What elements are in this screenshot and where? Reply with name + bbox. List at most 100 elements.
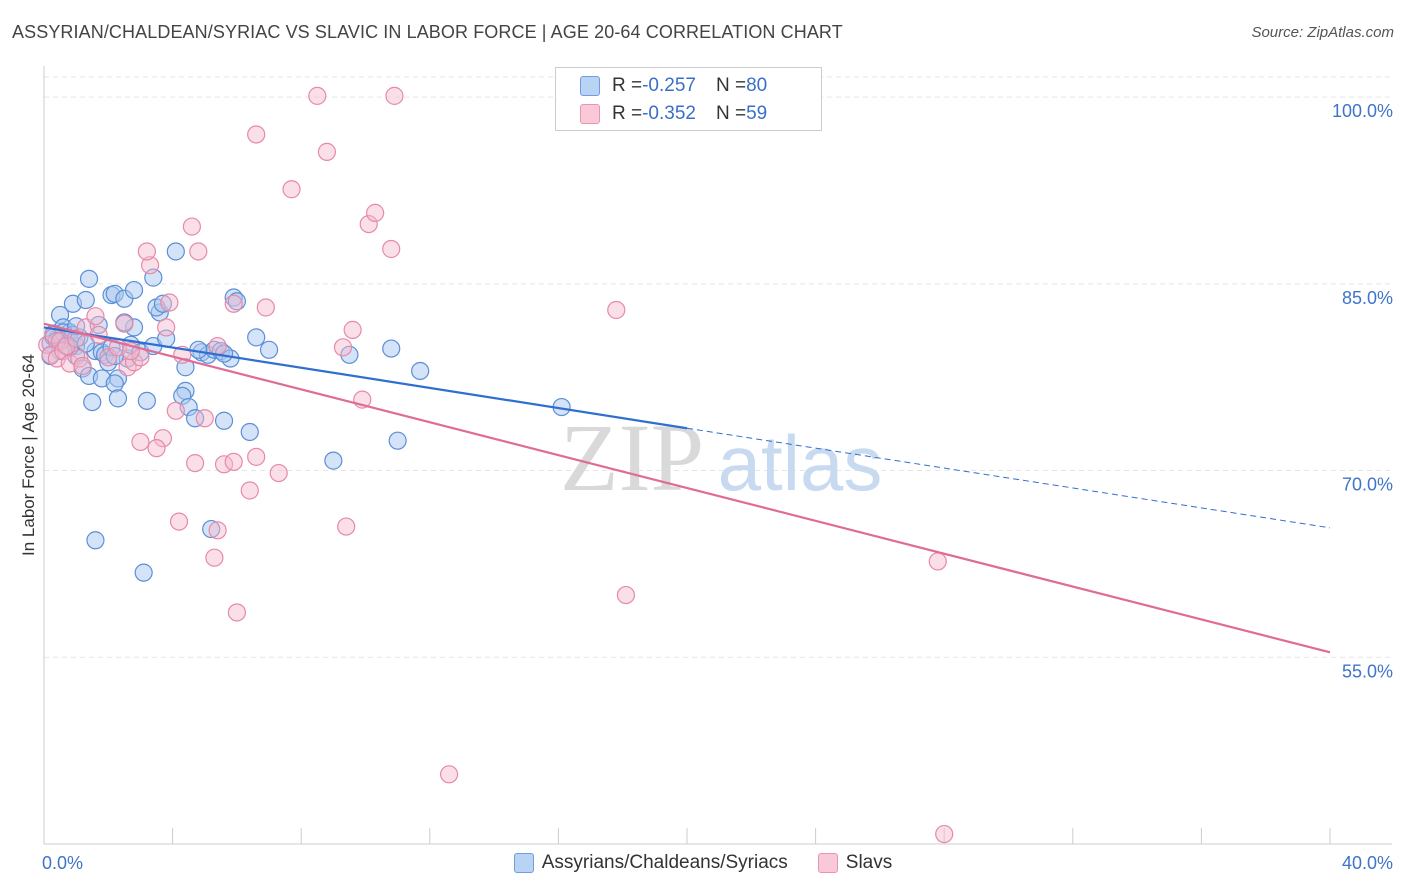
point-slavs: [382, 239, 401, 259]
source-label: Source: ZipAtlas.com: [1251, 24, 1394, 41]
y-tick-label: 70.0%: [1342, 475, 1393, 495]
trend-lines: [43, 322, 1331, 654]
trend-line-assyrians: [43, 326, 688, 430]
point-slavs: [137, 242, 156, 261]
point-slavs: [308, 86, 327, 105]
n-value-slavs: 59: [746, 103, 768, 124]
point-slavs: [131, 432, 150, 452]
point-slavs: [195, 409, 214, 428]
watermark-zip: ZIP: [560, 404, 704, 511]
point-slavs: [224, 452, 243, 471]
point-slavs: [240, 481, 259, 500]
stats-row-assyrians: R = -0.257 N = 80: [580, 75, 767, 97]
y-axis-label: In Labor Force | Age 20-64: [19, 354, 38, 556]
stats-row-slavs: R = -0.352 N = 59: [580, 103, 767, 125]
point-slavs: [208, 336, 227, 356]
r-label: R =: [612, 75, 643, 96]
point-slavs: [115, 314, 134, 333]
point-assyrians: [86, 531, 105, 550]
n-label: N =: [715, 75, 747, 96]
point-slavs: [269, 463, 288, 483]
series-assyrians-points: [41, 242, 571, 582]
legend-swatch-blue: [513, 853, 534, 873]
point-assyrians: [105, 374, 124, 393]
point-slavs: [208, 521, 227, 540]
axes: [43, 66, 1392, 845]
point-assyrians: [166, 242, 185, 261]
point-assyrians: [324, 451, 343, 470]
point-assyrians: [137, 391, 156, 410]
point-slavs: [227, 603, 246, 622]
point-assyrians: [214, 411, 234, 430]
n-value-assyrians: 80: [746, 75, 768, 96]
stats-legend: R = -0.257 N = 80 R = -0.352 N = 59: [555, 67, 822, 131]
point-slavs: [247, 125, 266, 144]
watermark-atlas: atlas: [718, 419, 883, 507]
point-assyrians: [108, 389, 128, 408]
point-assyrians: [83, 392, 102, 412]
legend-item-slavs[interactable]: Slavs: [817, 852, 893, 874]
series-slavs-points: [38, 86, 954, 844]
x-tick-label-min: 0.0%: [42, 853, 83, 873]
point-slavs: [282, 180, 301, 199]
y-tick-label: 55.0%: [1342, 661, 1393, 681]
point-slavs: [333, 338, 353, 357]
watermark: ZIP atlas: [560, 404, 882, 511]
point-slavs: [256, 298, 275, 317]
legend-item-assyrians[interactable]: Assyrians/Chaldeans/Syriacs: [513, 852, 788, 874]
point-slavs: [166, 401, 185, 420]
r-value-slavs: -0.352: [642, 103, 696, 124]
r-value-assyrians: -0.257: [642, 75, 696, 96]
point-slavs: [935, 824, 954, 844]
point-assyrians: [124, 280, 144, 300]
point-slavs: [186, 453, 205, 473]
point-assyrians: [259, 340, 279, 359]
x-tick-label-max: 40.0%: [1342, 853, 1393, 873]
point-slavs: [73, 356, 92, 376]
point-slavs: [928, 552, 947, 571]
legend-swatch-pink: [580, 104, 600, 124]
point-slavs: [57, 336, 76, 356]
grid-lines: [44, 76, 1392, 658]
point-assyrians: [411, 361, 430, 381]
point-slavs: [317, 142, 337, 161]
point-assyrians: [153, 294, 173, 313]
point-slavs: [359, 214, 378, 234]
axis-labels: 55.0% 70.0% 85.0% 100.0% 0.0% 40.0% In Labor F…: [19, 101, 1393, 873]
point-slavs: [189, 242, 208, 261]
point-slavs: [160, 293, 179, 312]
y-tick-label: 100.0%: [1332, 101, 1393, 121]
legend-label-slavs: Slavs: [845, 852, 893, 873]
r-label: R =: [612, 103, 643, 124]
point-slavs: [147, 439, 166, 458]
point-slavs: [439, 765, 459, 784]
point-slavs: [157, 318, 176, 337]
point-assyrians: [76, 290, 95, 310]
point-assyrians: [202, 519, 221, 539]
point-slavs: [607, 300, 626, 320]
point-slavs: [205, 548, 224, 567]
point-assyrians: [134, 563, 153, 582]
legend-swatch-blue: [580, 76, 600, 96]
point-slavs: [153, 429, 173, 448]
point-assyrians: [382, 339, 401, 358]
trend-line-assyrians-extension: [686, 427, 1331, 529]
legend-swatch-pink: [817, 853, 838, 873]
bottom-legend: Assyrians/Chaldeans/Syriacs Slavs: [0, 852, 1406, 874]
point-slavs: [86, 307, 105, 326]
point-slavs: [337, 517, 356, 536]
point-slavs: [385, 86, 404, 105]
point-slavs: [169, 512, 189, 531]
point-slavs: [247, 447, 266, 466]
point-assyrians: [227, 292, 246, 311]
point-slavs: [182, 217, 201, 236]
point-slavs: [616, 585, 636, 605]
y-tick-label: 85.0%: [1342, 288, 1393, 308]
point-assyrians: [247, 328, 266, 347]
point-slavs: [99, 348, 118, 367]
point-assyrians: [340, 345, 359, 364]
point-slavs: [224, 294, 243, 313]
n-label: N =: [715, 103, 747, 124]
trend-line-slavs: [43, 322, 1331, 654]
